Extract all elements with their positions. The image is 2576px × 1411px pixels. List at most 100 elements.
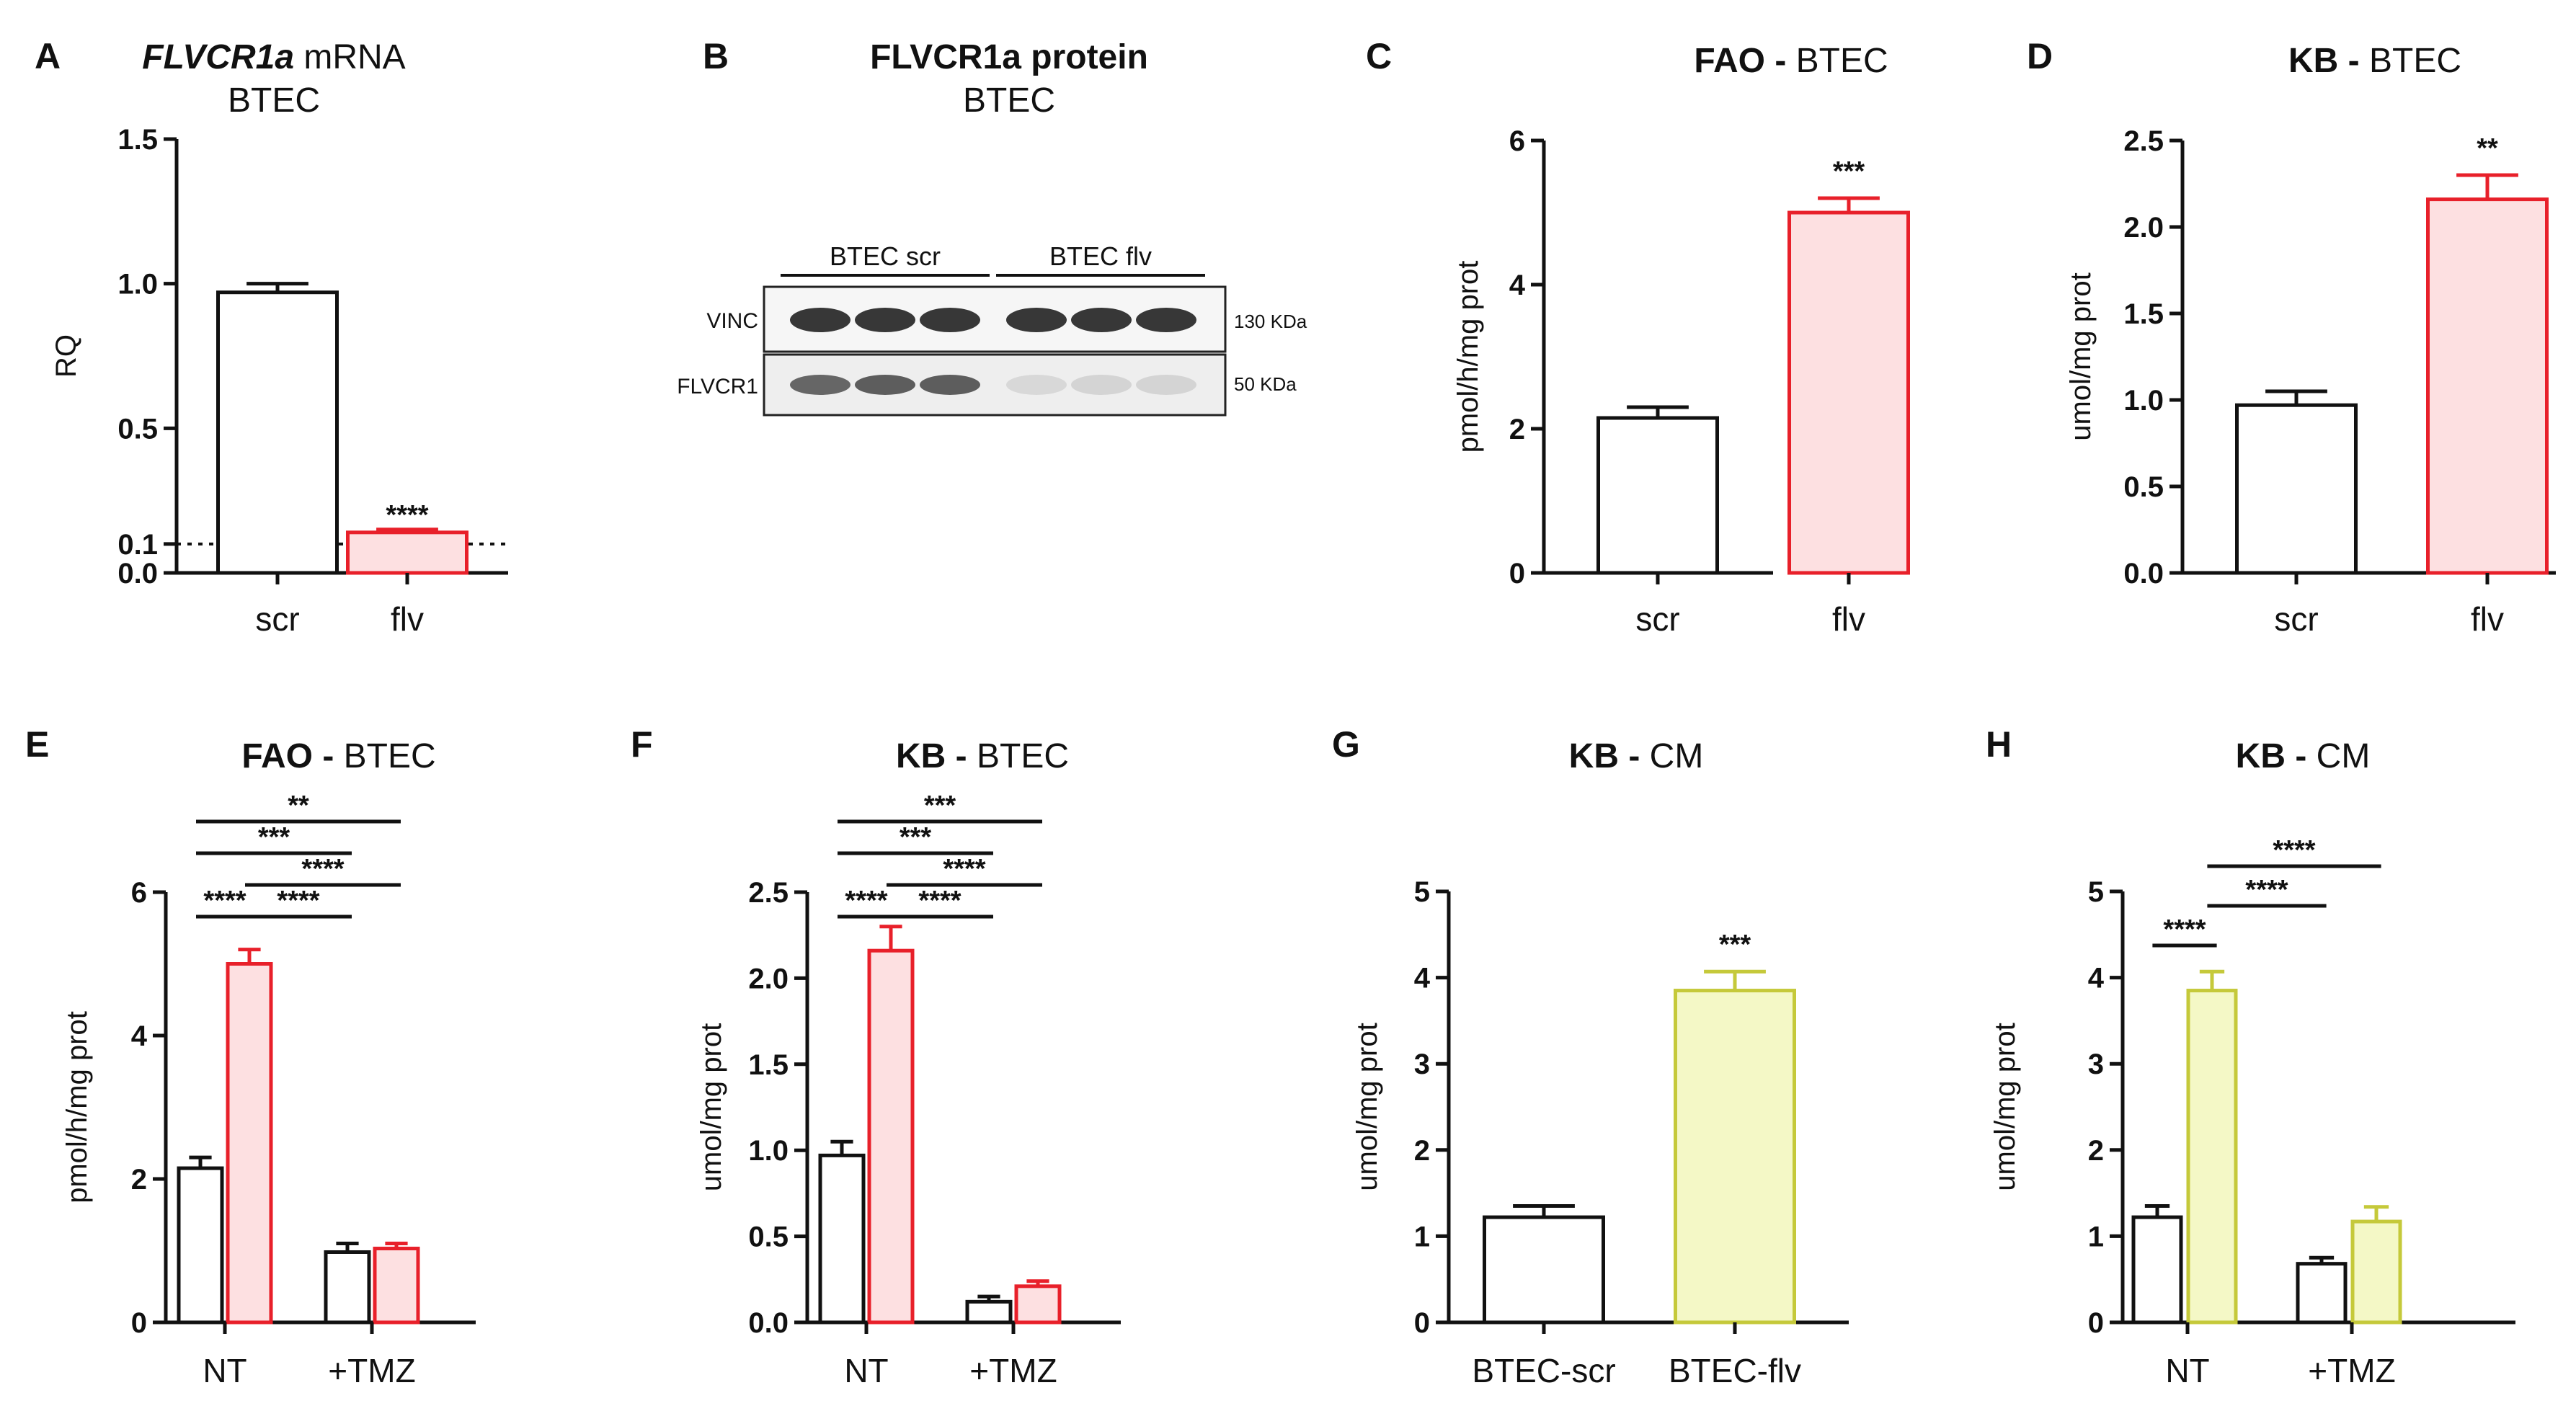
panel-d-title: KB - BTEC bbox=[2288, 42, 2461, 80]
panel-d-y-label: umol/mg prot bbox=[2065, 272, 2097, 440]
panel-e-bracket-label: **** bbox=[301, 854, 344, 884]
blot-band-flvcr1-lane-1 bbox=[790, 375, 850, 395]
panel-a-y-tick-label: 1.5 bbox=[117, 124, 158, 156]
panel-g-title-bold: KB - bbox=[1569, 737, 1650, 775]
panel-g-bar-1 bbox=[1674, 989, 1796, 1325]
panel-g-title-rest: CM bbox=[1650, 737, 1704, 775]
panel-d-bar-1 bbox=[2426, 197, 2549, 575]
panel-g-title: KB - CM bbox=[1569, 737, 1704, 775]
panel-f-bracket-label: **** bbox=[918, 886, 961, 916]
panel-d-category-label: flv bbox=[2471, 600, 2504, 638]
blot-kda-vinc: 130 KDa bbox=[1234, 311, 1307, 332]
blot-bands bbox=[790, 308, 1196, 395]
panel-f-letter: F bbox=[631, 724, 653, 765]
panel-e-y-label: pmol/h/mg prot bbox=[61, 1011, 93, 1203]
panel-e-category-label: +TMZ bbox=[328, 1352, 415, 1389]
panel-b-subtitle: BTEC bbox=[963, 81, 1055, 120]
panel-h-bracket-label: **** bbox=[2163, 914, 2206, 945]
panel-f-y-tick-label: 1.0 bbox=[748, 1135, 789, 1167]
panel-g-y-tick-label: 0 bbox=[1414, 1307, 1430, 1339]
panel-a-letter: A bbox=[35, 36, 61, 76]
panel-h-category-label: NT bbox=[2165, 1352, 2209, 1389]
panel-h-letter: H bbox=[1986, 724, 2012, 765]
blot-band-vinc-lane-3 bbox=[920, 308, 980, 332]
panel-d-y-tick-label: 1.5 bbox=[2123, 298, 2164, 330]
panel-e-bracket-label: **** bbox=[277, 886, 319, 916]
panel-f-category-label: NT bbox=[844, 1352, 888, 1389]
panel-g-significance: *** bbox=[1719, 930, 1751, 960]
panel-f-bar-3 bbox=[1014, 1284, 1062, 1325]
panel-c-bar-0 bbox=[1596, 416, 1719, 575]
blot-row-label-vinc: VINC bbox=[706, 309, 758, 333]
panel-g-category-label: BTEC-flv bbox=[1669, 1352, 1801, 1389]
panel-f-y-tick-label: 0.0 bbox=[748, 1307, 789, 1339]
panel-h-bar-0 bbox=[2131, 1215, 2183, 1325]
panel-h-y-label: umol/mg prot bbox=[1989, 1023, 2021, 1190]
panel-d-y-tick-label: 0.5 bbox=[2123, 471, 2164, 503]
panel-c-y-tick-label: 2 bbox=[1509, 414, 1525, 445]
panel-c-title-bold: FAO - bbox=[1694, 42, 1795, 80]
panel-f-y-label: umol/mg prot bbox=[696, 1023, 727, 1191]
panel-e-y-tick-label: 4 bbox=[131, 1020, 148, 1052]
panel-a-y-tick-label: 1.0 bbox=[117, 269, 158, 301]
panel-a-bar-1 bbox=[346, 530, 468, 575]
panel-f-y-tick-label: 0.5 bbox=[748, 1221, 789, 1253]
panel-b-letter: B bbox=[703, 36, 729, 76]
panel-a-bar-0 bbox=[216, 290, 339, 575]
panel-g-category-label: BTEC-scr bbox=[1472, 1352, 1615, 1389]
panel-f-y-tick-label: 1.5 bbox=[748, 1049, 789, 1081]
panel-d-bar-0 bbox=[2235, 403, 2358, 575]
blot-band-vinc-lane-5 bbox=[1071, 308, 1132, 332]
panel-e-bar-0 bbox=[177, 1166, 224, 1325]
panel-c-fao-btec-chart: C FAO - BTEC 0 2 4 6 pmol/h/mg prot scr flv *** bbox=[1366, 36, 1910, 638]
panel-d-kb-btec-chart: D KB - BTEC 0.0 0.5 1.0 1.5 2.0 2.5 umol/mg prot… bbox=[2027, 36, 2556, 638]
panel-g-y-tick-label: 4 bbox=[1414, 963, 1431, 994]
panel-e-letter: E bbox=[25, 724, 49, 765]
panel-f-title-bold: KB - bbox=[896, 737, 977, 775]
panel-h-bar-3 bbox=[2350, 1219, 2402, 1325]
panel-f-bracket-label: **** bbox=[943, 854, 985, 884]
panel-c-title-rest: BTEC bbox=[1796, 42, 1888, 80]
panel-h-title-bold: KB - bbox=[2236, 737, 2317, 775]
panel-g-y-tick-label: 5 bbox=[1414, 876, 1430, 908]
blot-band-flvcr1-lane-3 bbox=[920, 375, 980, 395]
panel-c-letter: C bbox=[1366, 36, 1392, 76]
panel-g-y-tick-label: 1 bbox=[1414, 1221, 1430, 1252]
panel-g-y-label: umol/mg prot bbox=[1351, 1023, 1383, 1190]
panel-f-y-tick-label: 2.5 bbox=[748, 877, 789, 909]
blot-group-label-flv: BTEC flv bbox=[1049, 241, 1152, 271]
panel-d-title-rest: BTEC bbox=[2369, 42, 2461, 80]
panel-c-y-tick-label: 4 bbox=[1509, 270, 1526, 301]
panel-d-significance: ** bbox=[2477, 133, 2498, 164]
panel-d-title-bold: KB - bbox=[2288, 42, 2369, 80]
panel-e-bar-3 bbox=[373, 1247, 420, 1325]
blot-band-flvcr1-lane-6 bbox=[1136, 375, 1196, 395]
panel-a-fold-change-chart: A FLVCR1a mRNA BTEC 0.00.1 0.5 1.0 1.5 RQ scr flv… bbox=[35, 36, 508, 638]
panel-h-y-tick-label: 2 bbox=[2088, 1135, 2104, 1167]
panel-e-title-rest: BTEC bbox=[344, 737, 436, 775]
panel-d-y-tick-label: 2.0 bbox=[2123, 212, 2164, 244]
panel-f-title-rest: BTEC bbox=[977, 737, 1069, 775]
panel-a-y-tick-label: 0.1 bbox=[117, 529, 158, 561]
panel-g-y-tick-label: 2 bbox=[1414, 1135, 1430, 1167]
panel-a-title-rest: mRNA bbox=[294, 38, 406, 76]
panel-h-y-tick-label: 1 bbox=[2088, 1221, 2104, 1252]
blot-band-vinc-lane-6 bbox=[1136, 308, 1196, 332]
panel-c-category-label: flv bbox=[1832, 600, 1865, 638]
blot-band-vinc-lane-4 bbox=[1006, 308, 1067, 332]
panel-a-category-label: flv bbox=[391, 600, 424, 638]
panel-h-bracket-label: **** bbox=[2245, 875, 2288, 905]
panel-a-y-label: RQ bbox=[50, 334, 82, 378]
panel-e-bracket-label: *** bbox=[258, 822, 290, 853]
panel-c-y-label: pmol/h/mg prot bbox=[1452, 261, 1484, 453]
panel-h-bar-2 bbox=[2296, 1262, 2348, 1325]
panel-e-bar-1 bbox=[226, 962, 273, 1325]
blot-group-label-scr: BTEC scr bbox=[830, 241, 941, 271]
panel-f-bracket-label: *** bbox=[924, 791, 956, 821]
panel-f-kb-btec-treatment-chart: F KB - BTEC 0.0 0.5 1.0 1.5 2.0 2.5 umol/mg prot… bbox=[631, 724, 1121, 1389]
panel-f-title: KB - BTEC bbox=[896, 737, 1069, 775]
blot-band-flvcr1-lane-2 bbox=[855, 375, 915, 395]
panel-g-bar-0 bbox=[1483, 1215, 1605, 1325]
